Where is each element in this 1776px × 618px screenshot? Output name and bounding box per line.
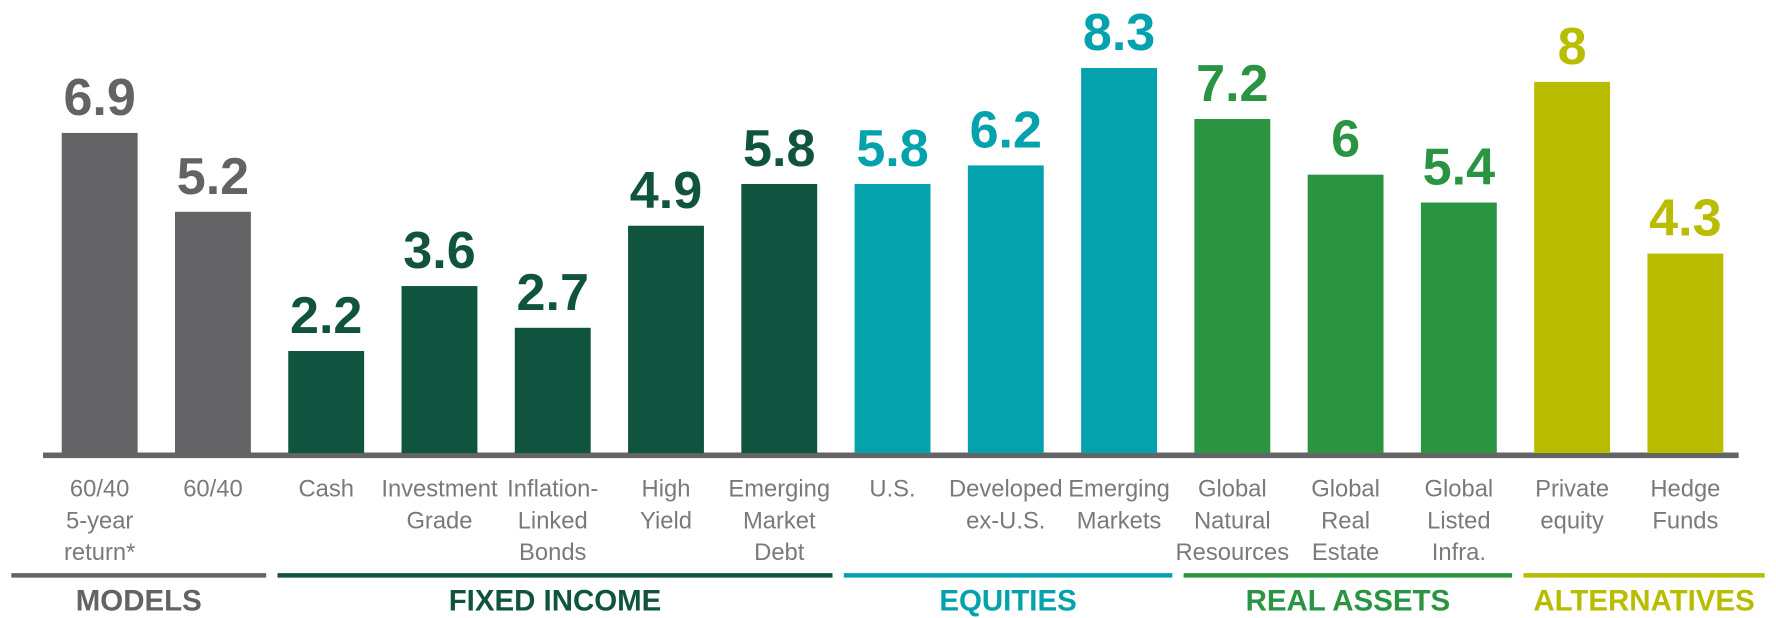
bar — [854, 183, 931, 454]
category-label: Cash — [298, 476, 353, 503]
category-label: Infra. — [1432, 539, 1486, 566]
category-label: Bonds — [519, 539, 587, 566]
category-label: Listed — [1427, 507, 1490, 534]
bar — [1647, 253, 1724, 454]
category-label: Hedge — [1650, 476, 1720, 503]
category-label: Inflation- — [507, 476, 598, 503]
group-label: REAL ASSETS — [1246, 584, 1450, 617]
bar — [1534, 81, 1611, 454]
category-label: Investment — [381, 476, 498, 503]
value-label: 8 — [1558, 18, 1587, 76]
bar — [514, 327, 591, 454]
category-label: Private — [1535, 476, 1609, 503]
category-label: equity — [1540, 507, 1604, 534]
value-label: 6.9 — [63, 69, 135, 127]
group-label: MODELS — [76, 584, 202, 617]
bar — [174, 211, 251, 454]
bar — [1081, 67, 1158, 454]
category-label: Funds — [1652, 507, 1718, 534]
bar — [288, 350, 365, 454]
category-label: Global — [1311, 476, 1380, 503]
value-label: 2.7 — [517, 264, 589, 322]
value-label: 7.2 — [1196, 55, 1268, 113]
bar — [628, 225, 704, 454]
bar — [741, 183, 818, 454]
category-label: Emerging — [1068, 476, 1170, 503]
value-label: 4.9 — [630, 162, 702, 220]
category-label: ex-U.S. — [966, 507, 1045, 534]
category-label: Global — [1198, 476, 1267, 503]
category-label: U.S. — [869, 476, 915, 503]
category-label: High — [642, 476, 691, 503]
value-label: 6.2 — [970, 101, 1042, 159]
category-label: Market — [743, 507, 816, 534]
value-label: 5.8 — [743, 120, 815, 178]
category-label: Debt — [754, 539, 805, 566]
category-label: Grade — [406, 507, 472, 534]
bar — [1194, 119, 1271, 454]
category-label: Estate — [1312, 539, 1379, 566]
value-label: 5.2 — [177, 148, 249, 206]
value-label: 2.2 — [290, 287, 362, 345]
category-label: 60/40 — [70, 476, 129, 503]
group-label: ALTERNATIVES — [1533, 584, 1754, 617]
value-label: 5.4 — [1423, 139, 1495, 197]
category-label: Linked — [518, 507, 588, 534]
category-label: 60/40 — [183, 476, 242, 503]
category-label: Emerging — [728, 476, 830, 503]
category-label: Real — [1321, 507, 1370, 534]
group-label: FIXED INCOME — [449, 584, 662, 617]
category-label: Developed — [949, 476, 1063, 503]
value-label: 4.3 — [1649, 190, 1721, 248]
bar — [1420, 202, 1497, 454]
group-label: EQUITIES — [939, 584, 1076, 617]
bar — [61, 132, 138, 454]
category-label: Natural — [1194, 507, 1271, 534]
value-label: 5.8 — [856, 120, 928, 178]
category-label: Yield — [640, 507, 692, 534]
category-label: return* — [64, 539, 135, 566]
category-label: 5-year — [66, 507, 133, 534]
category-label: Markets — [1077, 507, 1162, 534]
bar — [1307, 174, 1384, 454]
value-label: 3.6 — [403, 222, 475, 280]
bar — [967, 165, 1044, 454]
category-label: Global — [1425, 476, 1494, 503]
value-label: 8.3 — [1083, 4, 1155, 62]
category-label: Resources — [1176, 539, 1290, 566]
bar — [401, 286, 478, 454]
value-label: 6 — [1331, 111, 1360, 169]
